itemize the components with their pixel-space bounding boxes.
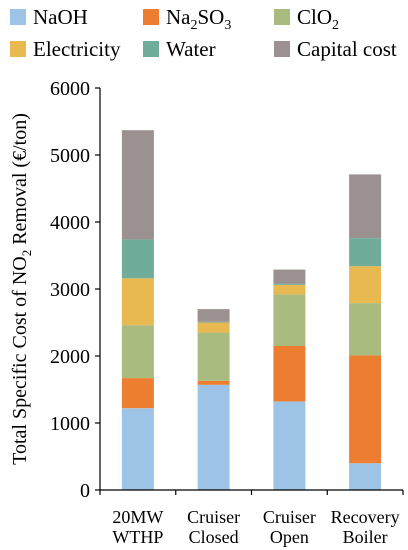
x-category-label: Recovery	[331, 507, 400, 527]
bar-segment-electricity-1	[197, 322, 230, 333]
bar-segment-clo2-2	[273, 294, 306, 346]
y-tick-labels: 0 1000 2000 3000 4000 5000 6000	[50, 78, 90, 502]
bar-segment-na2so3-2	[273, 345, 306, 402]
legend-swatch-electricity	[10, 41, 26, 57]
bar-segment-capital-cost-3	[349, 174, 382, 238]
bar-segment-naoh-0	[121, 408, 154, 490]
y-tick-label: 3000	[50, 279, 90, 301]
bar-segment-water-1	[197, 321, 230, 323]
bar-segment-naoh-3	[349, 463, 382, 490]
legend-swatch-water	[143, 41, 159, 57]
bar-segment-capital-cost-0	[121, 130, 154, 240]
legend-label-naoh: NaOH	[33, 5, 88, 29]
bar-segment-clo2-3	[349, 303, 382, 356]
y-axis-title: Total Specific Cost of NO2 Removal (€/to…	[9, 113, 34, 465]
y-tick-label: 1000	[50, 413, 90, 435]
bars	[121, 130, 382, 490]
bar-segment-naoh-1	[197, 384, 230, 490]
y-tick-label: 6000	[50, 78, 90, 100]
bar-segment-electricity-0	[121, 278, 154, 326]
bar-segment-naoh-2	[273, 401, 306, 490]
legend-swatch-naoh	[10, 9, 26, 25]
bar-segment-water-2	[273, 283, 306, 285]
x-category-labels: 20MWWTHPCruiserClosedCruiserOpenRecovery…	[112, 507, 399, 547]
y-tick-label: 0	[80, 480, 90, 502]
x-category-label: Closed	[189, 527, 239, 547]
bar-segment-electricity-2	[273, 285, 306, 295]
bar-segment-capital-cost-2	[273, 269, 306, 284]
bar-segment-water-3	[349, 238, 382, 267]
x-category-label: Cruiser	[187, 507, 240, 527]
bar-segment-clo2-1	[197, 332, 230, 381]
legend-swatch-clo2	[274, 9, 290, 25]
legend-swatch-na2so3	[143, 9, 159, 25]
bar-segment-capital-cost-1	[197, 309, 230, 322]
y-tick-label: 5000	[50, 145, 90, 167]
y-tick-label: 4000	[50, 212, 90, 234]
bar-segment-electricity-3	[349, 266, 382, 303]
bar-segment-na2so3-1	[197, 380, 230, 385]
bar-segment-na2so3-0	[121, 378, 154, 409]
bar-segment-na2so3-3	[349, 355, 382, 464]
y-tick-label: 2000	[50, 346, 90, 368]
legend-label-capital-cost: Capital cost	[297, 37, 397, 61]
axes	[95, 87, 404, 495]
legend-label-water: Water	[166, 37, 216, 61]
x-category-label: Open	[270, 527, 309, 547]
legend-label-electricity: Electricity	[33, 37, 121, 61]
legend-swatch-capital-cost	[274, 41, 290, 57]
legend: NaOH Na2SO3 ClO2 Electricity Water Capital co…	[10, 5, 397, 61]
x-category-label: 20MW	[112, 507, 163, 527]
legend-label-clo2: ClO2	[297, 5, 339, 33]
x-category-label: Cruiser	[263, 507, 316, 527]
legend-label-na2so3: Na2SO3	[166, 5, 231, 33]
y-axis-title-group: Total Specific Cost of NO2 Removal (€/to…	[9, 113, 34, 465]
bar-segment-water-0	[121, 239, 154, 279]
x-category-label: Boiler	[343, 527, 388, 547]
bar-segment-clo2-0	[121, 325, 154, 379]
x-category-label: WTHP	[112, 527, 163, 547]
